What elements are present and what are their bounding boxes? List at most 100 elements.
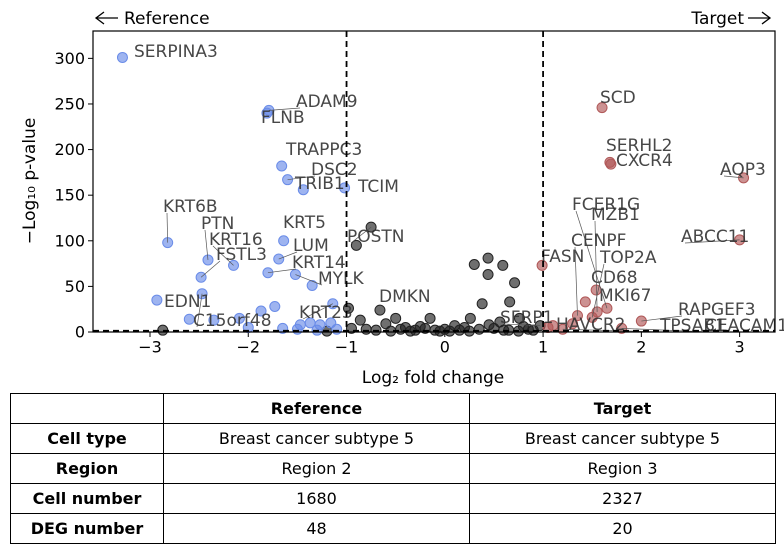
x-tick-label: 3 bbox=[735, 338, 745, 357]
data-point bbox=[183, 313, 195, 325]
leader-line bbox=[204, 229, 209, 260]
x-tick-label: −3 bbox=[138, 338, 162, 357]
data-point bbox=[276, 160, 288, 172]
data-point bbox=[278, 235, 290, 247]
leader-line bbox=[575, 210, 608, 309]
leader-line bbox=[350, 226, 372, 244]
table-row: DEG number 48 20 bbox=[10, 513, 776, 544]
point-label: EDN1 bbox=[164, 292, 211, 312]
arrow-right-head bbox=[761, 11, 772, 25]
table-row: Cell number 1680 2327 bbox=[10, 483, 776, 514]
y-tick-label: 50 bbox=[65, 277, 85, 296]
x-tick-label: −2 bbox=[236, 338, 260, 357]
point-label: CD68 bbox=[591, 268, 638, 288]
data-point bbox=[151, 294, 163, 306]
y-axis-label: −Log₁₀ p-value bbox=[20, 118, 40, 245]
y-tick-label: 250 bbox=[54, 94, 85, 113]
data-point bbox=[579, 296, 591, 308]
data-point bbox=[350, 239, 362, 251]
volcano-plot: Reference Target Log₂ fold change −Log₁₀… bbox=[20, 9, 784, 388]
point-label: ADAM9 bbox=[296, 92, 358, 112]
data-point bbox=[390, 312, 402, 324]
point-label: SCD bbox=[600, 88, 636, 108]
row-header: Cell type bbox=[10, 423, 164, 454]
point-label: KRT16 bbox=[209, 230, 263, 250]
x-axis-label: Log₂ fold change bbox=[362, 368, 504, 388]
point-label: FCER1G bbox=[572, 195, 640, 215]
x-tick-label: 1 bbox=[538, 338, 548, 357]
point-label: TRAPPC3 bbox=[285, 140, 362, 160]
data-point bbox=[306, 279, 318, 291]
table-cell: Breast cancer subtype 5 bbox=[163, 423, 470, 454]
reference-label: Reference bbox=[124, 9, 210, 29]
leader-line bbox=[641, 315, 683, 322]
data-point bbox=[547, 320, 559, 332]
point-label: CEACAM1 bbox=[705, 316, 784, 336]
point-label: DMKN bbox=[379, 287, 431, 307]
x-tick-label: 0 bbox=[440, 338, 450, 357]
data-point bbox=[291, 323, 303, 335]
point-label: SFRP1 bbox=[500, 308, 553, 328]
y-tick-label: 0 bbox=[75, 323, 85, 342]
point-label: SERHL2 bbox=[606, 136, 672, 156]
y-tick-label: 150 bbox=[54, 186, 85, 205]
point-label: TOP2A bbox=[599, 248, 657, 268]
column-header: Reference bbox=[163, 393, 470, 424]
leader-line bbox=[268, 107, 301, 111]
point-label: FLNB bbox=[261, 108, 305, 128]
point-label: KRT23 bbox=[299, 303, 353, 323]
data-point bbox=[536, 259, 548, 271]
leader-line bbox=[212, 245, 234, 266]
leader-line bbox=[196, 293, 203, 328]
leader-line bbox=[166, 212, 169, 243]
x-tick-label: 2 bbox=[636, 338, 646, 357]
data-point bbox=[476, 298, 488, 310]
point-label: C15orf48 bbox=[193, 311, 272, 331]
leader-line bbox=[278, 251, 298, 260]
table-cell: Region 2 bbox=[163, 453, 470, 484]
leader-line bbox=[267, 268, 297, 274]
point-label: SERPINA3 bbox=[134, 42, 218, 62]
data-point bbox=[360, 323, 372, 335]
row-header: DEG number bbox=[10, 513, 164, 544]
arrow-left-head bbox=[94, 11, 105, 25]
data-point bbox=[509, 277, 521, 289]
leader-line bbox=[503, 323, 541, 326]
table-cell: 2327 bbox=[469, 483, 776, 514]
table-cell: 20 bbox=[469, 513, 776, 544]
y-tick-label: 300 bbox=[54, 49, 85, 68]
data-point bbox=[464, 312, 476, 324]
data-point bbox=[116, 51, 128, 63]
data-point bbox=[269, 300, 281, 312]
point-label: ABCC11 bbox=[681, 227, 749, 247]
point-label: POSTN bbox=[347, 227, 405, 247]
point-label: FSTL3 bbox=[216, 245, 267, 265]
plot-frame bbox=[92, 30, 776, 333]
point-label: TRIB1 bbox=[294, 174, 345, 194]
point-label: LUM bbox=[293, 236, 329, 256]
data-point bbox=[208, 314, 220, 326]
x-tick-label: −1 bbox=[335, 338, 359, 357]
point-label: FASN bbox=[541, 247, 584, 267]
summary-table: Reference Target Cell type Breast cancer … bbox=[10, 393, 776, 544]
leader-line bbox=[591, 263, 605, 318]
point-label: MKI67 bbox=[599, 286, 651, 306]
data-point bbox=[233, 312, 245, 324]
data-point bbox=[473, 323, 485, 335]
point-label: MZB1 bbox=[591, 205, 640, 225]
y-tick-label: 200 bbox=[54, 140, 85, 159]
point-label: CENPF bbox=[571, 231, 626, 251]
leader-line bbox=[684, 239, 740, 244]
leader-line bbox=[287, 175, 316, 181]
data-point bbox=[567, 318, 579, 330]
leader-line bbox=[302, 303, 333, 320]
data-point bbox=[497, 259, 509, 271]
point-label: MYLK bbox=[318, 269, 365, 289]
row-header: Region bbox=[10, 453, 164, 484]
point-label: PTN bbox=[201, 214, 234, 234]
data-point bbox=[468, 259, 480, 271]
column-header: Target bbox=[469, 393, 776, 424]
data-point bbox=[483, 319, 495, 331]
target-label: Target bbox=[690, 9, 744, 29]
